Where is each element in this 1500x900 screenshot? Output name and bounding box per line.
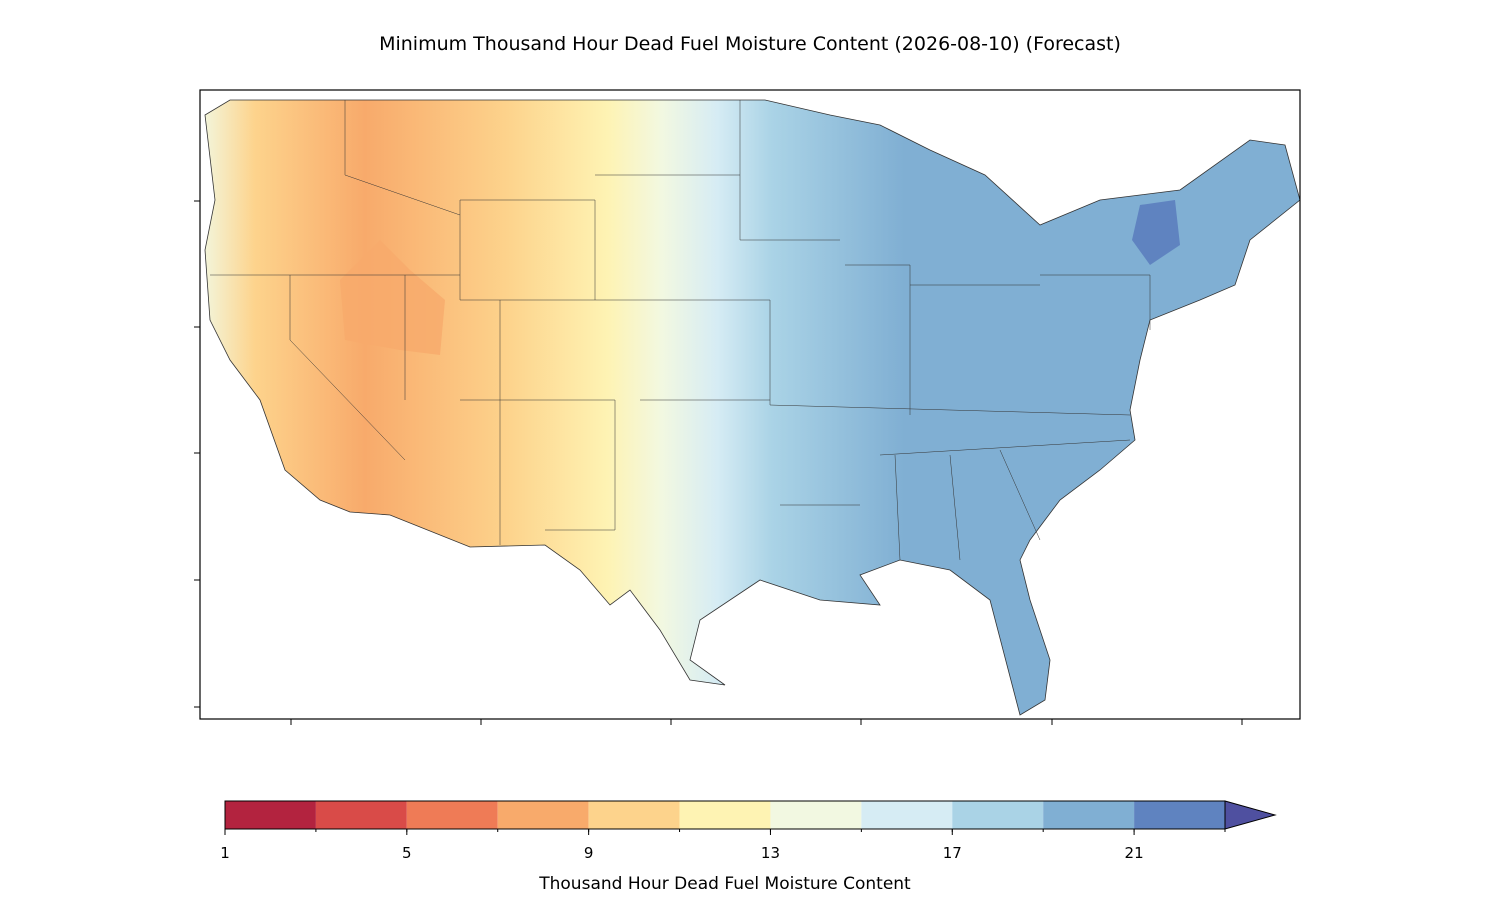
colorbar: 1 5 9 13 17 21: [220, 800, 1277, 862]
us-map: [204, 99, 1301, 716]
colorbar-segment: [406, 801, 498, 829]
colorbar-frame: [224, 800, 1226, 830]
colorbar-segment: [588, 801, 680, 829]
colorbar-tick-label: 1: [220, 844, 230, 862]
colorbar-segment: [497, 801, 589, 829]
state-lines: [210, 100, 1151, 561]
colorbar-label: Thousand Hour Dead Fuel Moisture Content: [538, 874, 911, 894]
colorbar-segment: [952, 801, 1044, 829]
colorbar-extend: [1224, 800, 1277, 830]
wet-core: [1132, 200, 1180, 265]
axis-ticks: [194, 200, 1243, 725]
axes-frame: [199, 89, 1301, 720]
colorbar-segment: [1134, 801, 1225, 829]
colorbar-segment: [225, 801, 316, 829]
colorbar-segment: [770, 801, 862, 829]
chart-title: Minimum Thousand Hour Dead Fuel Moisture…: [379, 33, 1121, 55]
colorbar-tick-label: 17: [943, 844, 962, 862]
colorbar-tick-label: 9: [584, 844, 594, 862]
colorbar-tick-label: 5: [402, 844, 412, 862]
colorbar-tick-label: 13: [761, 844, 780, 862]
colorbar-segment: [861, 801, 953, 829]
colorbar-segment: [679, 801, 771, 829]
dry-core: [340, 240, 445, 355]
colorbar-segment: [1043, 801, 1135, 829]
colorbar-segment: [315, 801, 407, 829]
colorbar-tick-label: 21: [1125, 844, 1144, 862]
map-area: [204, 99, 1301, 716]
